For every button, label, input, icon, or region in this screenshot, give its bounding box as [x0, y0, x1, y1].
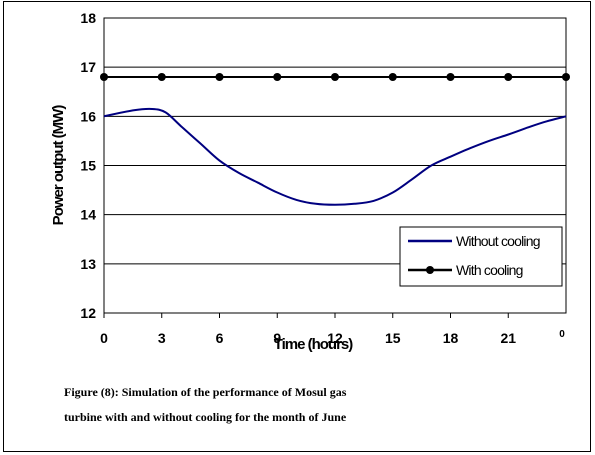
point-with-cooling-3: [157, 73, 166, 81]
y-tick-label-16: 16: [80, 108, 96, 124]
x-tick-label-3: 3: [158, 330, 166, 346]
y-tick-label-14: 14: [80, 207, 96, 223]
y-tick-label-13: 13: [80, 256, 96, 272]
point-with-cooling-9: [273, 73, 282, 81]
x-tick-label-15: 15: [385, 330, 401, 346]
legend-box: [399, 226, 563, 287]
point-with-cooling-21: [504, 73, 513, 81]
x-tick-label-12: 12: [327, 330, 343, 346]
y-tick-label-15: 15: [80, 158, 96, 174]
y-tick-label-17: 17: [80, 59, 96, 75]
line-chart: 12 13 14 15 16 17 18 0 3 6 9 12 15 18 21 0 Time (hour…: [50, 10, 570, 353]
caption-line-2: turbine with and without cooling for the…: [64, 410, 347, 424]
point-with-cooling-0: [100, 73, 108, 81]
x-tick-label-0: 0: [100, 330, 108, 346]
legend-marker-with-cooling: [426, 266, 434, 274]
x-extra-tick-label: 0: [559, 329, 565, 340]
point-with-cooling-15: [388, 73, 397, 81]
series-layer: [100, 73, 570, 206]
legend: Without cooling With cooling: [399, 226, 563, 287]
y-tick-label-12: 12: [80, 305, 96, 321]
x-tick-label-18: 18: [443, 330, 459, 346]
point-with-cooling-12: [331, 73, 339, 81]
caption-line-1: Figure (8): Simulation of the performanc…: [64, 385, 347, 399]
point-with-cooling-18: [446, 73, 455, 81]
x-tick-label-9: 9: [273, 330, 281, 346]
figure-frame: [3, 1, 591, 452]
y-tick-label-18: 18: [80, 10, 96, 26]
x-tick-label-6: 6: [216, 330, 224, 346]
y-tick-labels: 12 13 14 15 16 17 18: [80, 10, 96, 321]
point-with-cooling-6: [215, 73, 224, 81]
x-axis-label: Time (hours): [274, 336, 354, 353]
figure-caption: Figure (8): Simulation of the performanc…: [64, 380, 544, 430]
legend-label-without-cooling: Without cooling: [456, 233, 540, 249]
point-with-cooling-24: [562, 73, 570, 81]
legend-label-with-cooling: With cooling: [456, 262, 523, 278]
series-line-without-cooling: [103, 107, 567, 206]
y-axis-label: Power output (MW): [50, 105, 67, 226]
x-tick-labels: 0 3 6 9 12 15 18 21: [100, 330, 516, 346]
x-ticks: [103, 313, 509, 318]
x-tick-label-21: 21: [500, 330, 516, 346]
